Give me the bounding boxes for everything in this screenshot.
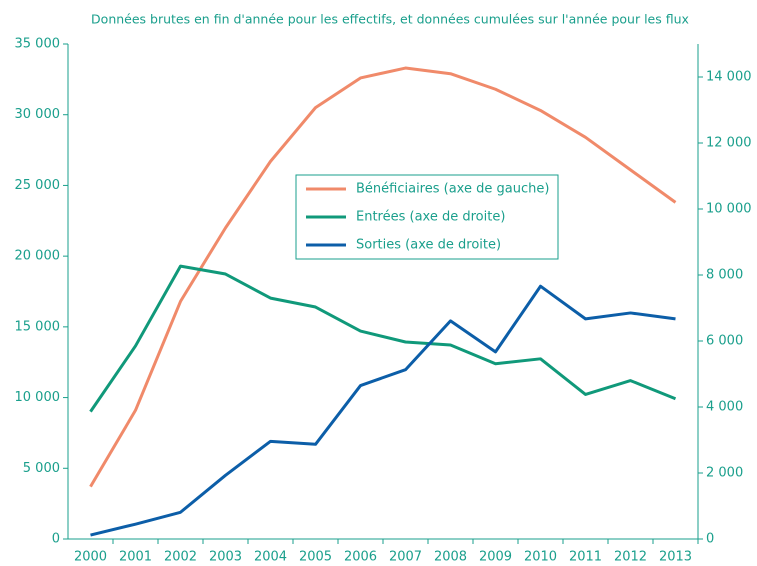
y-tick-label: 15 000 [15, 319, 61, 334]
x-tick-label: 2000 [74, 550, 107, 565]
x-tick-label: 2001 [119, 550, 152, 565]
chart-title: Données brutes en fin d'année pour les e… [91, 12, 689, 27]
x-tick-label: 2003 [209, 550, 242, 565]
x-tick-label: 2009 [479, 550, 512, 565]
series-line [90, 284, 676, 537]
legend-label: Sorties (axe de droite) [356, 238, 501, 253]
x-tick-label: 2011 [569, 550, 602, 565]
x-tick-label: 2006 [344, 550, 377, 565]
legend-label: Entrées (axe de droite) [356, 210, 505, 225]
y2-tick-label: 6 000 [706, 334, 743, 349]
y-tick-label: 35 000 [15, 37, 61, 52]
y2-tick-label: 4 000 [706, 400, 743, 415]
y-tick-label: 10 000 [15, 390, 61, 405]
y2-tick-label: 10 000 [706, 202, 752, 217]
legend-label: Bénéficiaires (axe de gauche) [356, 182, 549, 197]
x-tick-label: 2005 [299, 550, 332, 565]
y-tick-label: 25 000 [15, 178, 61, 193]
y-tick-label: 30 000 [15, 107, 61, 122]
x-tick-label: 2008 [434, 550, 467, 565]
y2-tick-label: 14 000 [706, 70, 752, 85]
x-tick-label: 2002 [164, 550, 197, 565]
x-tick-label: 2007 [389, 550, 422, 565]
y2-tick-label: 0 [706, 532, 714, 547]
y2-tick-label: 12 000 [706, 136, 752, 151]
series-line [89, 264, 677, 413]
y2-tick-label: 2 000 [706, 466, 743, 481]
x-tick-label: 2010 [524, 550, 557, 565]
x-tick-label: 2013 [659, 550, 692, 565]
y2-tick-label: 8 000 [706, 268, 743, 283]
x-tick-label: 2012 [614, 550, 647, 565]
series-line [89, 66, 677, 488]
y-tick-label: 0 [52, 532, 60, 547]
x-tick-label: 2004 [254, 550, 287, 565]
y-tick-label: 20 000 [15, 249, 61, 264]
y-tick-label: 5 000 [23, 461, 60, 476]
